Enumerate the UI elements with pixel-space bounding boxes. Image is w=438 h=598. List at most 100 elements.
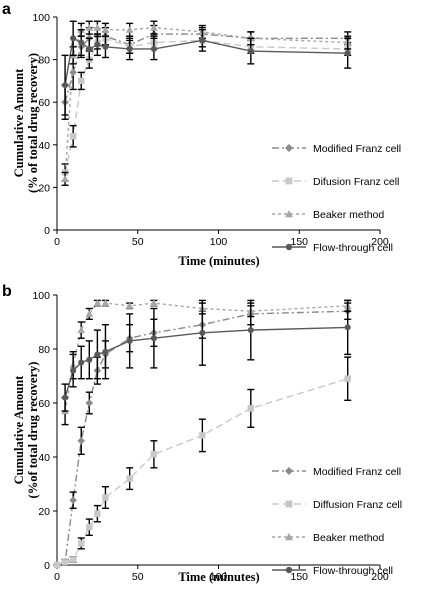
panel-a-legend-swatch-modified-franz-cell — [272, 144, 306, 152]
panel-b-legend-entry-beaker: Beaker method — [272, 532, 384, 544]
panel-a-point-flow-through-cell — [102, 44, 108, 50]
panel-a-series — [61, 21, 351, 185]
panel-a-legend-marker-modified-franz-cell — [285, 144, 293, 152]
panel-a-point-flow-through-cell — [199, 37, 205, 43]
panel-b-point-flow-through-cell — [248, 327, 254, 333]
panel-a-legend-entry-beaker: Beaker method — [272, 209, 384, 221]
panel-a-ytick-label-0: 0 — [44, 225, 50, 237]
panel-b-ytick-label-0: 0 — [44, 560, 50, 572]
panel-b-series-line-beaker-method — [65, 303, 348, 411]
panel-a-point-beaker-method — [126, 26, 134, 33]
panel-a-point-flow-through-cell — [78, 40, 84, 46]
panel-a-point-flow-through-cell — [127, 46, 133, 52]
panel-a-ylabel-line2: (% of total drug recovery) — [26, 53, 40, 193]
panel-a-point-flow-through-cell — [248, 48, 254, 54]
panel-b-point-diffusion-franz-cell — [78, 540, 84, 546]
panel-b-point-flow-through-cell — [345, 324, 351, 330]
panel-a-legend-label-difusion-franz: Difusion Franz cell — [313, 176, 399, 188]
panel-a-legend-entry-difusion-franz: Difusion Franz cell — [272, 176, 399, 188]
panel-a-point-beaker-method — [61, 175, 69, 182]
panel-b-legend-marker-diffusion-franz-cell — [286, 501, 293, 508]
panel-b-xtick-label-150: 150 — [290, 571, 308, 583]
panel-b-legend-entry-modified-franz: Modified Franz cell — [272, 466, 401, 478]
panel-b-ytick-label-80: 80 — [38, 344, 50, 356]
panel-a-xtick-label-0: 0 — [54, 236, 60, 248]
panel-b-point-flow-through-cell — [78, 359, 84, 365]
panel-a-legend-swatch-difusion-franz-cell — [272, 178, 306, 185]
panel-a-point-flow-through-cell — [151, 46, 157, 52]
panel-a-legend-label-modified-franz: Modified Franz cell — [313, 143, 401, 155]
panel-b-legend-entry-diffusion-franz: Diffusion Franz cell — [272, 499, 402, 511]
panel-b-legend-label-flow-through: Flow-through cell — [313, 565, 393, 577]
panel-b-point-diffusion-franz-cell — [344, 375, 350, 381]
panel-b-point-beaker-method — [77, 326, 85, 333]
panel-a-series-line-difusion-franz-cell — [65, 38, 348, 172]
panel-a-xtick-label-150: 150 — [290, 236, 308, 248]
panel-b-point-modified-franz-cell — [86, 399, 94, 407]
panel-a-xlabel: Time (minutes) — [178, 254, 259, 268]
panel-b-point-diffusion-franz-cell — [151, 451, 157, 457]
panel-b-legend-swatch-modified-franz-cell — [272, 467, 306, 475]
panel-b-point-flow-through-cell — [199, 330, 205, 336]
panel-b-series-line-flow-through-cell — [65, 327, 348, 397]
panel-b-point-diffusion-franz-cell — [62, 559, 68, 565]
panel-b-legend-swatch-diffusion-franz-cell — [272, 501, 306, 508]
panel-a-legend-entry-modified-franz: Modified Franz cell — [272, 143, 401, 155]
panel-b-xlabel: Time (minutes) — [178, 570, 259, 584]
panel-b-point-flow-through-cell — [102, 349, 108, 355]
panel-b-point-diffusion-franz-cell — [54, 562, 60, 568]
panel-b-ylabel-line2: (%of total drug recovery) — [26, 362, 40, 499]
panel-b-point-modified-franz-cell — [77, 437, 85, 445]
panel-b-xtick-label-50: 50 — [132, 571, 144, 583]
panel-b-ylabel-line1: Cumulative Amount — [12, 375, 26, 485]
panel-b-legend-label-beaker: Beaker method — [313, 532, 384, 544]
panel-b-point-flow-through-cell — [70, 368, 76, 374]
panel-a-ylabel-line1: Cumulative Amount — [12, 68, 26, 178]
panel-a-point-flow-through-cell — [94, 42, 100, 48]
panel-a-legend-label-beaker: Beaker method — [313, 209, 384, 221]
panel-b-point-flow-through-cell — [127, 338, 133, 344]
panel-b-xtick-label-0: 0 — [54, 571, 60, 583]
panel-a-letter: a — [2, 1, 11, 18]
panel-a-ytick-label-80: 80 — [38, 55, 50, 67]
panel-b-legend-label-modified-franz: Modified Franz cell — [313, 466, 401, 478]
panel-a-legend-swatch-beaker-method — [272, 210, 306, 217]
panel-b-point-diffusion-franz-cell — [248, 405, 254, 411]
panel-a-point-modified-franz-cell — [69, 69, 77, 77]
panel-b-ytick-label-100: 100 — [32, 290, 50, 302]
panel-a-xtick-label-100: 100 — [210, 236, 228, 248]
panel-b-point-flow-through-cell — [86, 357, 92, 363]
panel-a-ytick-label-100: 100 — [32, 12, 50, 24]
panel-b-point-modified-franz-cell — [69, 496, 77, 504]
panel-b-point-diffusion-franz-cell — [199, 432, 205, 438]
panel-a-legend-label-flow-through: Flow-through cell — [313, 242, 393, 254]
panel-b-series-diffusion-franz-cell — [54, 357, 351, 568]
panel-a-ytick-label-60: 60 — [38, 97, 50, 109]
panel-a-point-flow-through-cell — [70, 35, 76, 41]
panel-b: b 0 50 100 150 200 0 20 40 60 80 100 Cumulative Am… — [2, 283, 402, 584]
panel-b-ytick-label-60: 60 — [38, 398, 50, 410]
panel-b-point-diffusion-franz-cell — [70, 556, 76, 562]
panel-a-legend-marker-difusion-franz-cell — [286, 178, 293, 185]
panel-b-point-flow-through-cell — [94, 351, 100, 357]
panel-b-point-diffusion-franz-cell — [102, 494, 108, 500]
panel-b-ytick-label-20: 20 — [38, 506, 50, 518]
panel-b-legend-marker-flow-through-cell — [286, 567, 292, 573]
panel-b-point-flow-through-cell — [62, 395, 68, 401]
panel-a-point-flow-through-cell — [345, 50, 351, 56]
panel-b-point-diffusion-franz-cell — [126, 475, 132, 481]
panel-b-ytick-label-40: 40 — [38, 452, 50, 464]
panel-b-legend-label-diffusion-franz: Diffusion Franz cell — [313, 499, 402, 511]
panel-a-point-flow-through-cell — [62, 82, 68, 88]
panel-b-legend-marker-modified-franz-cell — [285, 467, 293, 475]
panel-b-series-flow-through-cell — [62, 300, 352, 411]
panel-a-xtick-label-50: 50 — [132, 236, 144, 248]
panel-b-legend: Modified Franz cell Diffusion Franz cell… — [272, 466, 402, 577]
panel-b-point-diffusion-franz-cell — [94, 510, 100, 516]
panel-a-point-difusion-franz-cell — [70, 133, 76, 139]
panel-a-series-line-beaker-method — [65, 28, 348, 179]
panel-a: a 0 50 100 150 200 0 20 40 60 80 100 Cumulative Am… — [2, 1, 401, 268]
panel-a-ytick-label-20: 20 — [38, 182, 50, 194]
panel-b-letter: b — [2, 283, 12, 300]
